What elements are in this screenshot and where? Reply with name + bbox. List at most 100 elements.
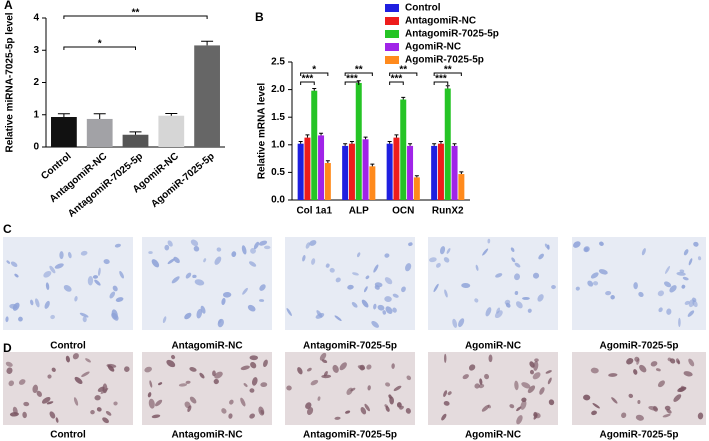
cell xyxy=(90,409,95,415)
sig-bracket xyxy=(300,81,315,85)
cell xyxy=(5,316,9,323)
cell xyxy=(94,279,101,286)
error-bar xyxy=(387,140,392,144)
x-tick-label: RunX2 xyxy=(432,206,464,217)
cell xyxy=(158,382,163,386)
cell xyxy=(363,286,368,293)
sig-label: ** xyxy=(355,65,363,76)
cell xyxy=(384,277,393,285)
bar xyxy=(458,174,465,200)
cell xyxy=(247,304,256,312)
cell xyxy=(452,318,458,328)
sig-bracket xyxy=(344,81,360,85)
cell xyxy=(479,378,483,385)
cell xyxy=(216,247,222,252)
bar xyxy=(158,115,185,147)
cell xyxy=(666,408,672,414)
cell xyxy=(359,364,365,371)
cell xyxy=(392,293,399,298)
y-tick-label: 2.0 xyxy=(271,84,285,95)
legend-label: AntagomiR-NC xyxy=(405,16,476,27)
cell xyxy=(373,303,377,310)
cell xyxy=(63,284,72,292)
cell xyxy=(59,251,64,260)
cell xyxy=(203,258,207,263)
cell xyxy=(436,262,441,268)
cell xyxy=(673,394,682,402)
bar xyxy=(304,137,311,200)
cell xyxy=(583,246,590,253)
sig-label: *** xyxy=(391,74,403,85)
cell xyxy=(192,274,197,279)
cell xyxy=(321,359,328,364)
cell xyxy=(371,320,379,328)
cell xyxy=(621,412,627,418)
cell xyxy=(385,406,390,412)
cell xyxy=(514,291,519,296)
cell xyxy=(504,299,511,305)
bar xyxy=(369,166,376,200)
x-tick-label: ALP xyxy=(349,206,369,217)
sig-label: * xyxy=(98,39,102,50)
cell xyxy=(85,358,92,363)
bar xyxy=(386,143,393,200)
cell xyxy=(241,245,247,255)
legend-label: AgomiR-7025-5p xyxy=(405,55,484,66)
cell xyxy=(82,316,87,323)
cell xyxy=(264,245,271,250)
cell xyxy=(98,267,101,277)
cell xyxy=(474,298,479,303)
y-tick-label: 2.5 xyxy=(271,57,285,68)
cell xyxy=(648,406,658,411)
cell xyxy=(636,358,640,365)
cell xyxy=(657,290,665,297)
cell xyxy=(222,291,232,298)
cell xyxy=(377,304,385,311)
cell xyxy=(650,361,658,367)
cell xyxy=(516,415,523,425)
cell xyxy=(638,291,644,298)
cell xyxy=(522,296,530,300)
y-axis-label: Relative miRNA-7025-5p level xyxy=(5,12,16,152)
cell xyxy=(332,364,339,373)
cell xyxy=(590,272,599,279)
error-bar xyxy=(305,134,310,138)
cell xyxy=(55,417,59,423)
cell xyxy=(115,297,124,302)
cell xyxy=(350,387,356,392)
cell xyxy=(253,241,260,250)
cell xyxy=(511,257,516,263)
y-tick-label: 2 xyxy=(33,77,39,88)
cell xyxy=(47,374,52,379)
cell xyxy=(228,413,233,419)
bar xyxy=(194,45,220,147)
cell xyxy=(334,315,342,322)
error-bar xyxy=(298,140,303,144)
error-bar xyxy=(349,140,354,144)
cell xyxy=(514,380,519,391)
sig-bracket xyxy=(433,81,449,85)
panel-label: B xyxy=(255,10,264,24)
cell xyxy=(193,245,200,252)
cell xyxy=(51,367,56,372)
cell xyxy=(199,372,205,379)
cell xyxy=(306,407,314,416)
cell xyxy=(669,285,677,293)
cell xyxy=(79,312,89,318)
cell xyxy=(605,291,612,296)
cell xyxy=(23,401,30,407)
cell xyxy=(481,404,490,412)
cell xyxy=(384,296,392,302)
cell xyxy=(113,401,118,406)
cell xyxy=(317,396,321,401)
cell xyxy=(302,255,306,262)
cell xyxy=(641,248,646,256)
sig-bracket xyxy=(389,72,418,76)
image-caption: AgomiR-7025-5p xyxy=(600,341,679,352)
cell xyxy=(678,317,681,328)
error-bar xyxy=(343,143,348,146)
bar xyxy=(437,143,444,200)
y-tick-label: 0.5 xyxy=(271,167,285,178)
cell xyxy=(637,399,641,405)
legend-swatch xyxy=(385,56,399,64)
